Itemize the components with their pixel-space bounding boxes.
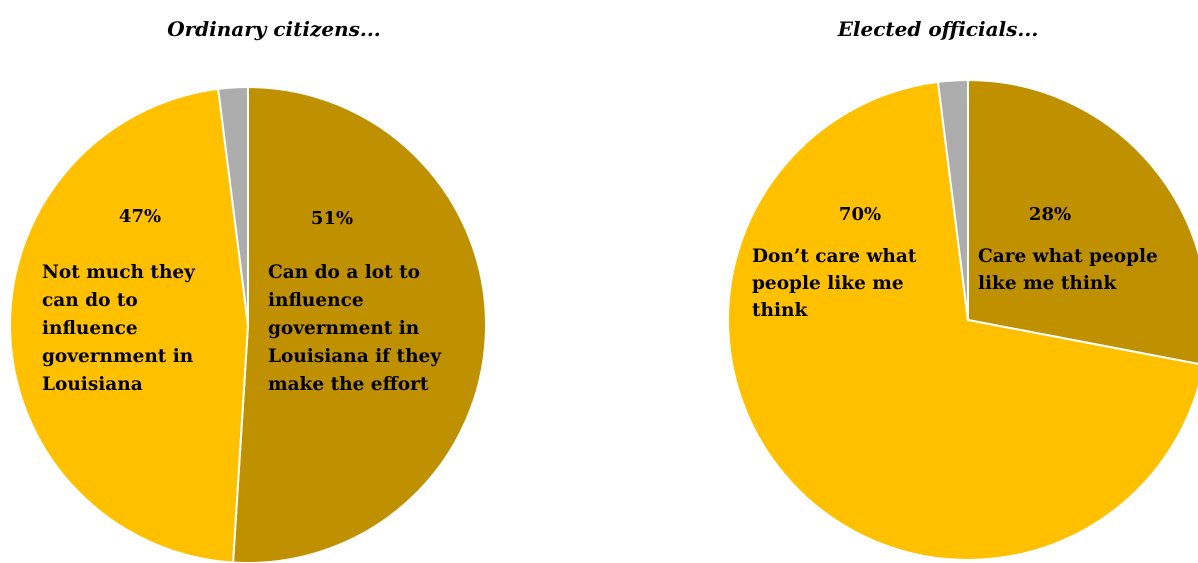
pie-slice-officials-0: [967, 78, 1198, 365]
pie-slice-citizens-2: [217, 85, 249, 326]
data-label-text-officials-1-2: think: [752, 300, 808, 321]
data-label-text-citizens-1-3: government in: [42, 346, 194, 367]
data-label-pct-citizens-0: 51%: [311, 208, 353, 229]
data-label-text-officials-0-0: Care what people: [978, 246, 1158, 267]
data-label-text-officials-1-1: people like me: [752, 273, 904, 294]
data-label-text-citizens-1-0: Not much they: [42, 262, 196, 283]
data-label-pct-citizens-1: 47%: [119, 206, 161, 227]
data-label-text-officials-1-0: Don’t care what: [752, 246, 917, 267]
data-label-pct-officials-0: 28%: [1029, 204, 1071, 225]
chart-title-officials: Elected officials...: [837, 17, 1039, 41]
data-label-text-citizens-0-1: influence: [268, 290, 364, 311]
data-label-text-citizens-0-2: government in: [268, 318, 420, 339]
data-label-text-citizens-1-1: can do to: [42, 290, 138, 311]
data-label-pct-officials-1: 70%: [839, 204, 881, 225]
pie-slice-citizens-1: [9, 87, 250, 563]
data-label-text-citizens-1-4: Louisiana: [42, 374, 143, 395]
data-label-text-citizens-0-4: make the effort: [268, 374, 429, 395]
pie-slice-citizens-0: [232, 85, 487, 563]
data-label-text-citizens-0-0: Can do a lot to: [268, 262, 420, 283]
pie-slice-officials-1: [727, 80, 1198, 561]
data-label-text-citizens-0-3: Louisiana if they: [268, 346, 442, 367]
data-label-text-citizens-1-2: influence: [42, 318, 138, 339]
chart-title-citizens: Ordinary citizens...: [167, 17, 381, 41]
data-label-text-officials-0-1: like me think: [978, 273, 1117, 294]
pie-slice-officials-2: [936, 78, 969, 321]
